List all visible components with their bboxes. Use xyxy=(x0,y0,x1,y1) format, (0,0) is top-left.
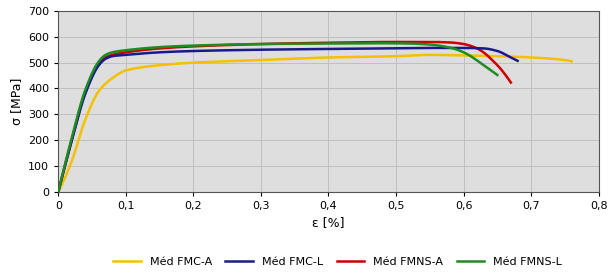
Méd FMNS-A xyxy=(272,42,279,45)
Méd FMC-L xyxy=(303,47,311,51)
X-axis label: ε [%]: ε [%] xyxy=(313,216,344,229)
Méd FMC-A xyxy=(332,56,340,59)
Méd FMC-L xyxy=(514,59,521,62)
Méd FMNS-A xyxy=(270,42,277,45)
Méd FMC-A xyxy=(55,190,62,193)
Méd FMC-L xyxy=(427,46,434,50)
Méd FMC-A xyxy=(568,60,575,63)
Méd FMNS-L xyxy=(316,42,324,45)
Méd FMNS-L xyxy=(55,190,62,193)
Méd FMNS-A xyxy=(507,81,515,84)
Méd FMC-L xyxy=(432,46,440,50)
Méd FMNS-A xyxy=(427,40,434,44)
Méd FMC-A xyxy=(301,56,309,60)
Line: Méd FMC-L: Méd FMC-L xyxy=(58,48,518,192)
Méd FMNS-L xyxy=(484,66,491,70)
Méd FMNS-A xyxy=(300,41,307,45)
Méd FMNS-L xyxy=(263,42,271,45)
Méd FMNS-A xyxy=(393,40,400,44)
Line: Méd FMC-A: Méd FMC-A xyxy=(58,55,572,192)
Y-axis label: σ [MPa]: σ [MPa] xyxy=(10,78,23,125)
Méd FMC-L xyxy=(328,47,335,50)
Line: Méd FMNS-A: Méd FMNS-A xyxy=(58,42,511,192)
Méd FMC-A xyxy=(426,53,433,56)
Legend: Méd FMC-A, Méd FMC-L, Méd FMNS-A, Méd FMNS-L: Méd FMC-A, Méd FMC-L, Méd FMNS-A, Méd FM… xyxy=(109,252,567,271)
Méd FMNS-L xyxy=(415,42,422,45)
Méd FMNS-A xyxy=(55,190,62,193)
Méd FMC-L xyxy=(55,190,62,193)
Méd FMNS-L xyxy=(292,42,300,45)
Méd FMC-A xyxy=(476,54,484,57)
Méd FMC-A xyxy=(298,57,306,60)
Méd FMNS-A xyxy=(497,67,505,71)
Méd FMC-L xyxy=(504,54,511,57)
Méd FMC-L xyxy=(276,48,283,51)
Méd FMC-L xyxy=(273,48,280,51)
Méd FMNS-L xyxy=(266,42,273,45)
Méd FMC-A xyxy=(360,55,368,58)
Méd FMNS-A xyxy=(324,41,332,44)
Méd FMNS-L xyxy=(378,42,386,45)
Line: Méd FMNS-L: Méd FMNS-L xyxy=(58,43,497,192)
Méd FMC-A xyxy=(557,58,564,61)
Méd FMNS-L xyxy=(494,73,501,77)
